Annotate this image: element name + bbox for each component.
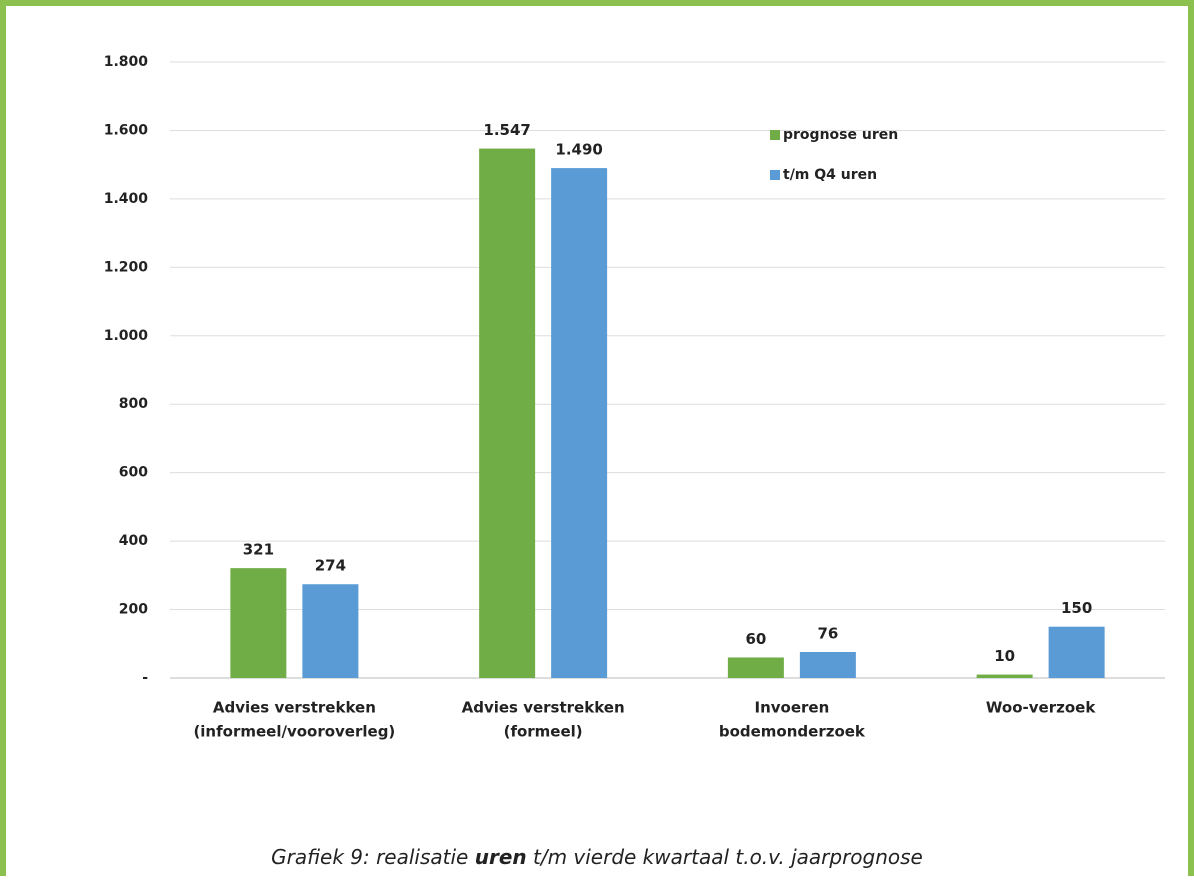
legend-label: t/m Q4 uren [783, 167, 877, 183]
plot: - 200 400 600 800 1.000 1.200 1.400 1.600 1.800 Ad… [104, 54, 1165, 741]
bar [727, 657, 784, 678]
bar [1048, 626, 1105, 678]
y-tick-label: 400 [119, 533, 148, 549]
y-tick-label: 800 [119, 396, 148, 412]
legend-label: prognose uren [783, 127, 898, 143]
data-label: 60 [745, 630, 766, 648]
y-tick-label: 1.000 [104, 328, 149, 344]
data-label: 10 [994, 647, 1015, 665]
legend-swatch [770, 170, 780, 180]
caption: Grafiek 9: realisatie uren t/m vierde kw… [271, 845, 923, 869]
data-label: 76 [817, 624, 838, 642]
bar [799, 651, 856, 678]
x-tick-label: Advies verstrekken [213, 699, 376, 717]
legend-swatch [770, 130, 780, 140]
bar [551, 168, 608, 679]
caption-part: uren [475, 845, 527, 869]
x-tick-label: Invoeren [754, 699, 829, 717]
data-label: 150 [1061, 599, 1092, 617]
x-tick-label: (informeel/vooroverleg) [193, 723, 395, 741]
x-tick-label: Woo-verzoek [986, 699, 1096, 717]
caption-part: Grafiek 9: realisatie [271, 845, 475, 869]
x-tick-label: bodemonderzoek [719, 723, 866, 741]
bar [976, 674, 1033, 678]
bar [479, 148, 536, 679]
data-label: 1.547 [483, 121, 530, 139]
x-tick-label: (formeel) [504, 723, 583, 741]
data-label: 274 [315, 557, 346, 575]
y-tick-label: 200 [119, 602, 148, 618]
y-tick-label: 1.200 [104, 259, 149, 275]
y-tick-label: 600 [119, 465, 148, 481]
y-tick-label: 1.600 [104, 122, 149, 138]
data-label: 1.490 [555, 141, 602, 159]
y-tick-label: 1.800 [104, 54, 149, 70]
caption-part: t/m vierde kwartaal t.o.v. jaarprognose [527, 845, 923, 869]
y-tick-label: - [142, 670, 148, 686]
bar [302, 584, 359, 678]
x-tick-label: Advies verstrekken [462, 699, 625, 717]
y-tick-label: 1.400 [104, 191, 149, 207]
data-label: 321 [243, 541, 274, 559]
bar [230, 568, 287, 678]
